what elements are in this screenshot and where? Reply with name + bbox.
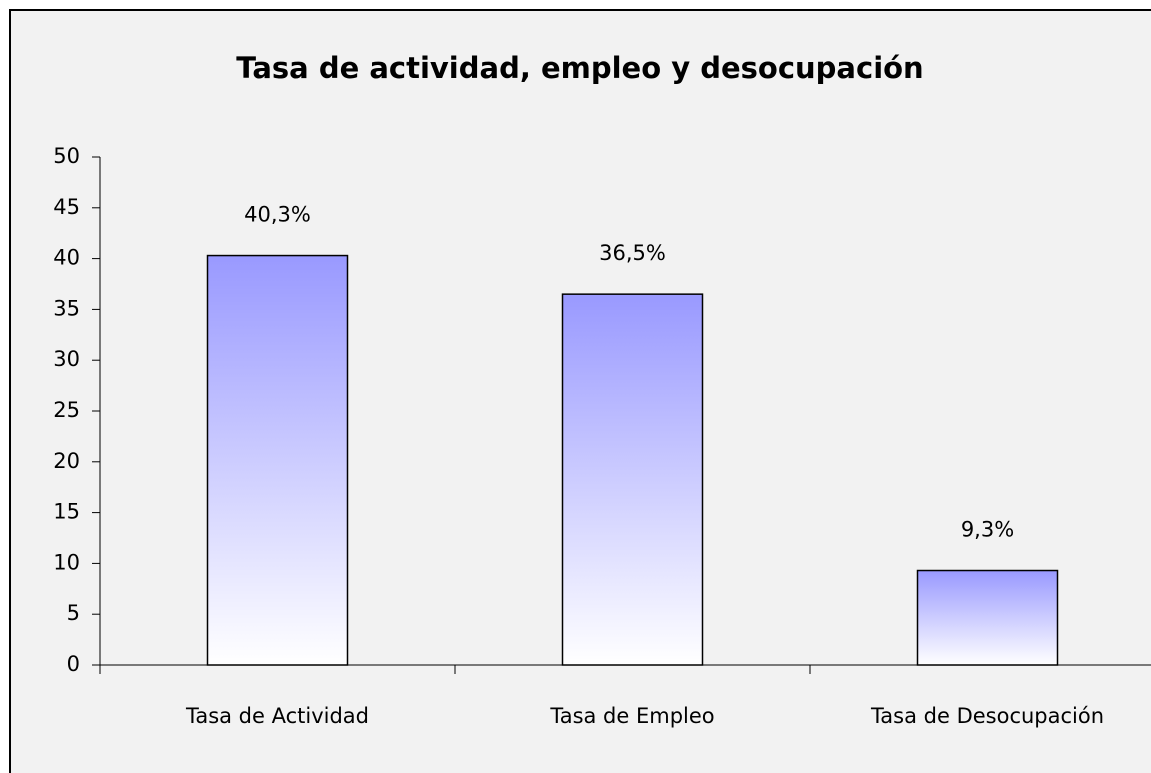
y-tick-label: 5 [67, 601, 80, 625]
bar [561, 293, 704, 666]
x-tick-label: Tasa de Desocupación [870, 704, 1104, 728]
y-tick-label: 15 [53, 500, 80, 524]
y-tick-label: 30 [53, 347, 80, 371]
y-tick-label: 25 [53, 398, 80, 422]
data-label: 9,3% [961, 518, 1014, 542]
x-tick-label: Tasa de Actividad [185, 704, 369, 728]
data-label: 36,5% [599, 241, 666, 265]
y-tick-label: 10 [53, 550, 80, 574]
x-tick-label: Tasa de Empleo [549, 704, 714, 728]
y-tick-label: 0 [67, 652, 80, 676]
data-label: 40,3% [244, 203, 311, 227]
y-tick-label: 40 [53, 246, 80, 270]
y-tick-label: 35 [53, 296, 80, 320]
bar [206, 254, 349, 666]
y-tick-label: 50 [53, 144, 80, 168]
y-tick-label: 20 [53, 449, 80, 473]
y-tick-label: 45 [53, 195, 80, 219]
bar [916, 569, 1059, 666]
chart-title: Tasa de actividad, empleo y desocupación [236, 51, 923, 85]
